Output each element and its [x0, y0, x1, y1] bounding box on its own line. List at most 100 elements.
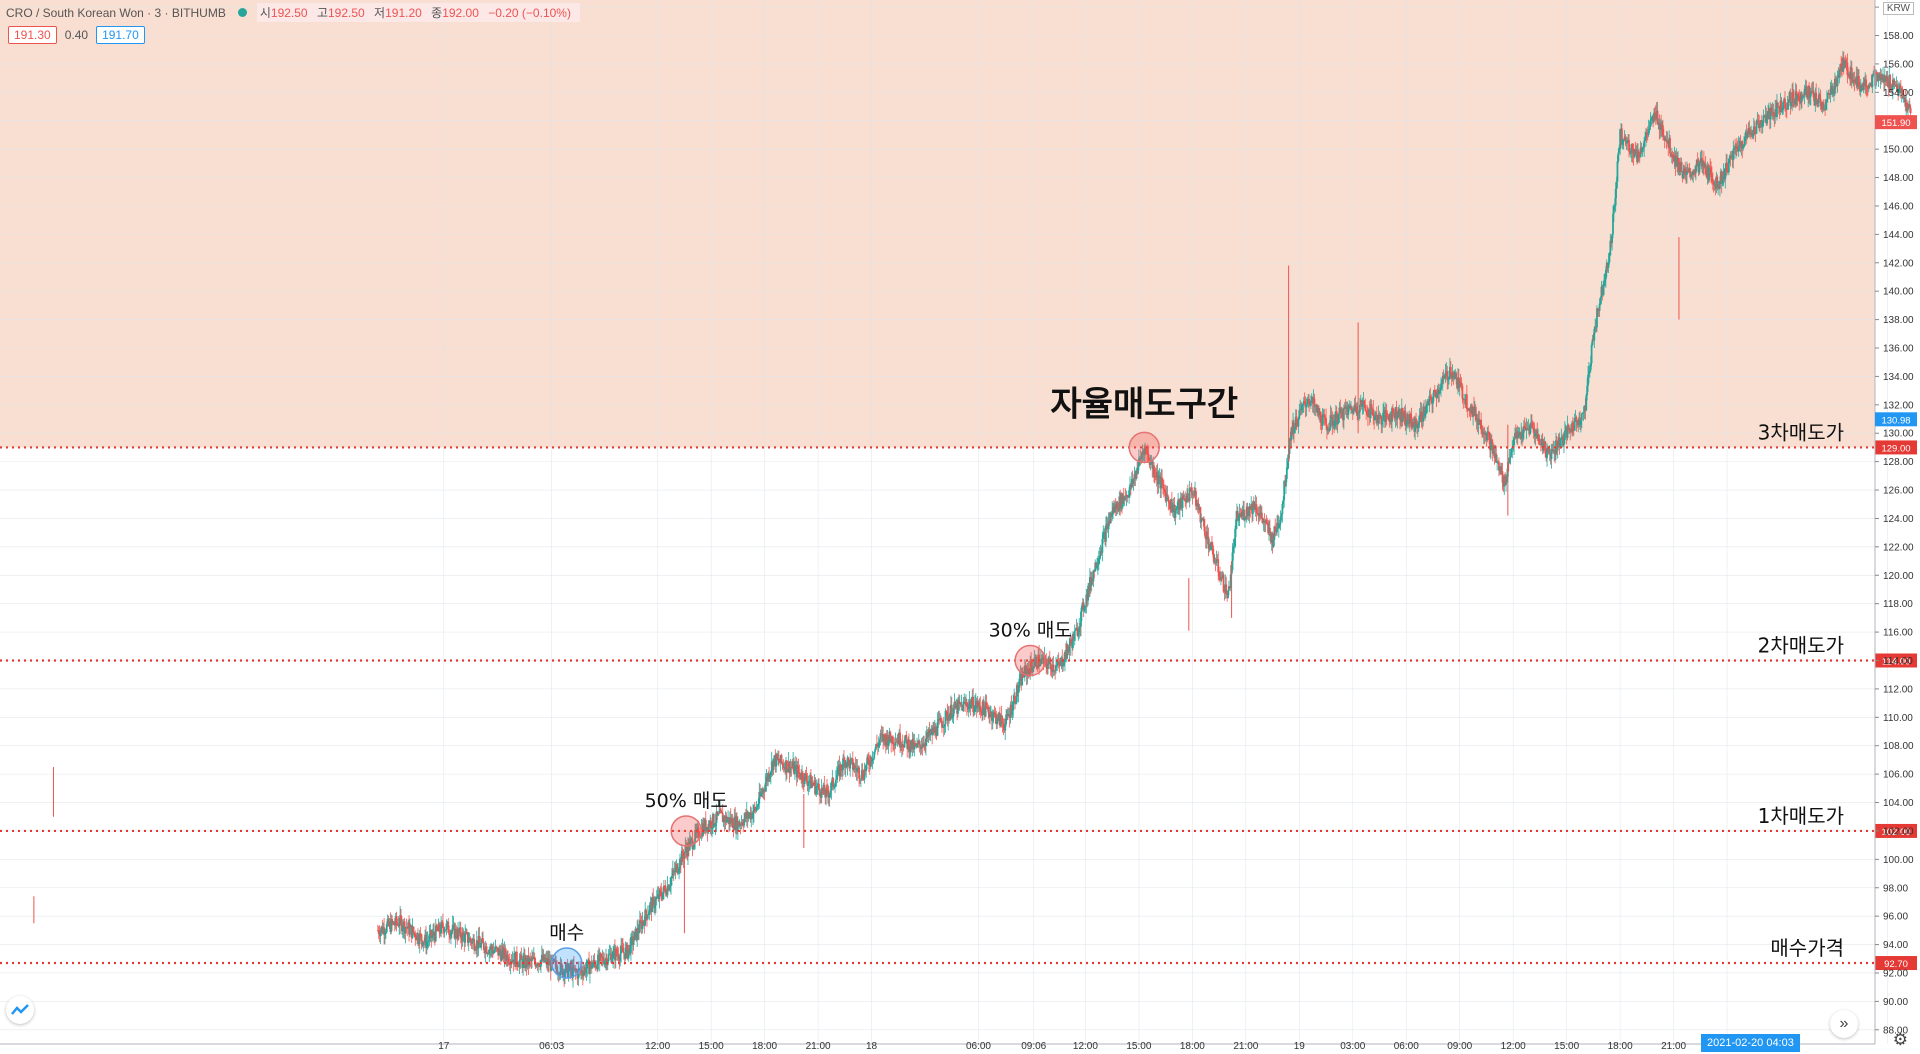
candle-body — [825, 787, 828, 798]
candle-body — [944, 710, 947, 725]
crosshair-date-label: 2021-02-20 04:03 — [1701, 1034, 1800, 1052]
candle-body — [1547, 448, 1550, 454]
candle-body — [1566, 425, 1569, 438]
candle-body — [1831, 85, 1834, 95]
scroll-right-icon[interactable]: » — [1830, 1010, 1858, 1038]
candle-body — [1834, 78, 1837, 85]
candle-body — [589, 966, 591, 975]
candle-body — [1755, 121, 1758, 134]
tradingview-logo-icon[interactable] — [6, 996, 34, 1024]
candle-body — [564, 964, 567, 973]
candle-body — [1577, 420, 1580, 426]
candle-body — [949, 713, 951, 721]
candle-body — [1048, 658, 1051, 663]
candle-body — [648, 905, 651, 913]
candle-body — [1099, 551, 1102, 556]
candle-body — [1784, 98, 1786, 109]
candle-body — [1439, 390, 1442, 392]
candle-body — [434, 925, 437, 941]
candle-body — [1416, 424, 1419, 429]
candle-body — [1223, 591, 1226, 593]
candle-body — [1181, 495, 1184, 509]
candle-body — [1342, 407, 1345, 421]
currency-label[interactable]: KRW — [1882, 2, 1914, 15]
candle-body — [1631, 144, 1634, 154]
candle-body — [1604, 269, 1607, 280]
candle-body — [444, 929, 447, 931]
candle-body — [462, 932, 465, 935]
candle-body — [1080, 605, 1083, 612]
candle-body — [1483, 432, 1486, 435]
candle-body — [1653, 112, 1656, 114]
candle-body — [1810, 91, 1813, 93]
price-tick-label: 124.00 — [1883, 514, 1914, 525]
candle-body — [762, 789, 765, 791]
candle-body — [1336, 422, 1339, 425]
gear-icon[interactable]: ⚙ — [1892, 1030, 1908, 1049]
candle-body — [1859, 88, 1862, 92]
candle-body — [1629, 151, 1631, 153]
candle-body — [1405, 423, 1408, 426]
symbol-title[interactable]: CRO / South Korean Won · 3 · BITHUMB — [6, 5, 226, 20]
candle-body — [937, 719, 940, 723]
candle-body — [645, 909, 647, 915]
candle-body — [441, 922, 443, 923]
candle-body — [1886, 76, 1889, 86]
candle-body — [1840, 64, 1843, 67]
candle-body — [952, 707, 955, 716]
candle-body — [1594, 326, 1597, 330]
candle-body — [764, 783, 767, 791]
ask-price-box[interactable]: 191.70 — [96, 26, 145, 44]
candle-body — [843, 758, 845, 760]
candle-body — [464, 933, 467, 943]
candle-body — [982, 700, 985, 709]
bid-price-box[interactable]: 191.30 — [8, 26, 57, 44]
candle-body — [1656, 110, 1659, 125]
candle-body — [593, 959, 596, 963]
candle-body — [639, 920, 642, 922]
candle-body — [1072, 633, 1074, 648]
candle-body — [1622, 139, 1625, 141]
candle-body — [1057, 661, 1060, 665]
candle-body — [1737, 145, 1740, 152]
candle-body — [653, 898, 656, 909]
candle-body — [1301, 405, 1303, 410]
candle-body — [1401, 407, 1404, 419]
candle-body — [1029, 660, 1032, 676]
candle-body — [1255, 504, 1258, 513]
candle-body — [488, 949, 491, 954]
candle-body — [1285, 478, 1287, 487]
candle-body — [1726, 162, 1728, 172]
candle-body — [1662, 135, 1665, 138]
candle-body — [1858, 76, 1860, 86]
candle-body — [1596, 308, 1598, 328]
candle-body — [852, 768, 855, 770]
candle-body — [1140, 454, 1143, 459]
candle-body — [1763, 115, 1766, 117]
order-price-bar: 191.30 0.40 191.70 — [8, 26, 145, 44]
candle-body — [585, 968, 588, 974]
candle-body — [1544, 441, 1547, 454]
candle-body — [1056, 664, 1058, 666]
candle-body — [1769, 107, 1772, 120]
candle-body — [1408, 414, 1411, 424]
candle-body — [680, 850, 683, 866]
candle-body — [1710, 167, 1712, 175]
candle-body — [1027, 668, 1030, 671]
candle-body — [918, 740, 921, 746]
candle-body — [1832, 92, 1835, 95]
candle-body — [1098, 555, 1101, 559]
candle-body — [1309, 400, 1312, 406]
candle-body — [1447, 379, 1450, 381]
candle-body — [1513, 438, 1515, 446]
candle-body — [558, 974, 561, 977]
candle-body — [874, 749, 877, 752]
candle-body — [922, 743, 925, 748]
price-tick-label: 90.00 — [1883, 997, 1908, 1008]
candle-body — [1708, 167, 1711, 181]
candle-body — [1649, 120, 1652, 127]
candle-body — [718, 812, 721, 814]
candle-body — [607, 954, 610, 961]
candle-body — [1555, 440, 1558, 451]
